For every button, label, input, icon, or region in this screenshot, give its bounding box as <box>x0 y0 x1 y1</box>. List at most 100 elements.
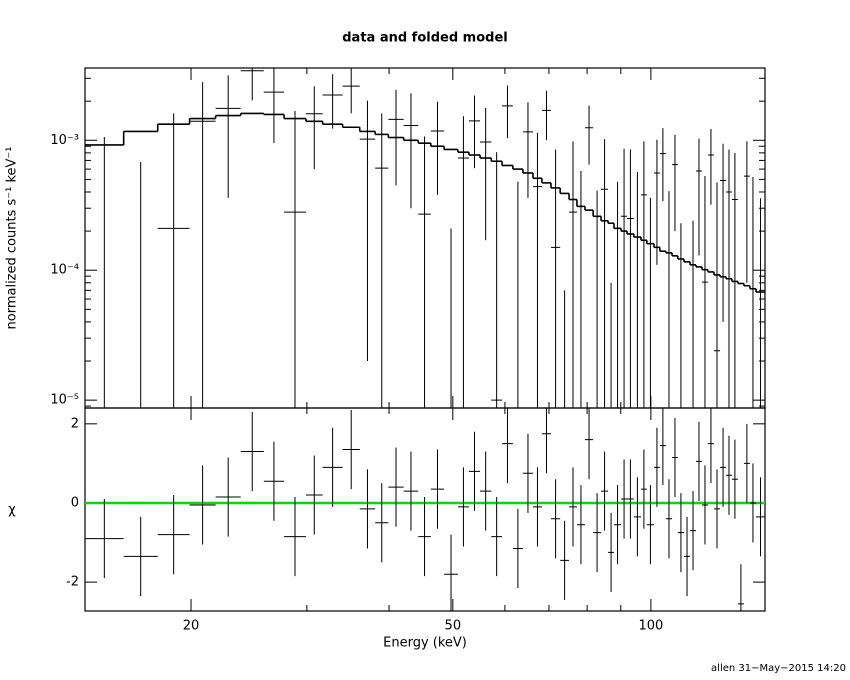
residual-point <box>189 465 216 545</box>
residual-point <box>430 449 445 529</box>
residual-point <box>240 411 264 492</box>
residual-point <box>85 499 124 579</box>
y-axis-label: normalized counts s⁻¹ keV⁻¹ <box>5 147 20 330</box>
residual-point <box>608 512 615 593</box>
y-tick-label: 2 <box>71 416 79 431</box>
residual-point <box>584 408 594 480</box>
residual-point <box>672 417 678 498</box>
residual-point <box>690 491 696 571</box>
residual-point <box>677 493 685 573</box>
data-point <box>601 139 609 408</box>
residual-point <box>684 516 691 596</box>
data-point <box>322 74 343 129</box>
y-tick-label: 10⁻⁵ <box>50 393 79 408</box>
residual-point <box>665 479 673 559</box>
data-point <box>640 141 647 408</box>
x-tick-label: 20 <box>183 619 200 634</box>
residual-point <box>627 459 634 539</box>
data-point <box>659 128 666 202</box>
data-point <box>502 85 513 139</box>
data-point <box>240 68 264 101</box>
residual-point <box>743 423 750 503</box>
data-point <box>157 113 190 408</box>
residual-point <box>457 467 469 547</box>
residual-point <box>621 459 628 539</box>
residual-point <box>756 477 765 557</box>
residual-point <box>305 455 323 535</box>
residual-point <box>653 427 660 507</box>
data-point <box>418 136 431 408</box>
residual-point <box>560 520 570 600</box>
model-risers <box>122 113 757 292</box>
data-point <box>743 141 750 283</box>
residual-point <box>737 564 744 611</box>
residual-point <box>707 408 714 484</box>
residual-point <box>731 439 738 519</box>
residual-point <box>157 495 190 575</box>
data-point <box>653 139 660 265</box>
data-point <box>430 101 445 195</box>
data-point <box>550 149 561 408</box>
data-point <box>342 68 360 114</box>
residual-point <box>522 433 534 513</box>
residual-point <box>695 421 703 501</box>
data-point <box>305 86 323 170</box>
data-point <box>672 134 678 232</box>
data-point <box>720 143 727 322</box>
x-tick-label: 100 <box>638 619 663 634</box>
y-tick-label: 10⁻³ <box>50 133 79 148</box>
residual-point <box>614 485 622 565</box>
residual-point <box>388 447 404 527</box>
data-point <box>284 111 306 408</box>
residual-point <box>749 463 757 543</box>
data-point <box>533 132 542 408</box>
data-point <box>541 90 551 141</box>
residual-point <box>633 477 641 557</box>
data-point <box>713 182 721 408</box>
y-axis-label: χ <box>8 503 16 518</box>
y-tick-label: 10⁻⁴ <box>50 263 79 278</box>
residual-point <box>720 427 727 507</box>
data-point <box>726 149 732 408</box>
residual-point <box>541 408 551 474</box>
residual-point <box>569 467 577 547</box>
residual-point <box>713 469 721 549</box>
data-point <box>731 152 738 408</box>
residual-point <box>533 467 542 547</box>
residual-point <box>502 408 513 484</box>
residual-point <box>215 457 241 537</box>
residual-point <box>550 479 561 559</box>
residual-point <box>576 485 585 565</box>
x-axis-label: Energy (keV) <box>383 636 467 651</box>
data-point <box>263 68 285 144</box>
residual-point <box>659 408 666 486</box>
data-point <box>403 93 419 209</box>
data-point <box>468 95 481 169</box>
residual-point <box>646 485 654 565</box>
residual-point <box>640 449 647 529</box>
y-tick-label: 0 <box>71 495 79 510</box>
residual-point <box>512 508 523 589</box>
data-point <box>388 89 404 186</box>
data-point <box>621 148 628 408</box>
residual-point <box>263 441 285 521</box>
residual-point <box>418 497 431 577</box>
data-point <box>749 176 757 408</box>
residual-point <box>468 431 481 511</box>
data-point <box>707 129 714 205</box>
residual-point <box>480 451 492 531</box>
residual-point <box>491 497 503 577</box>
data-point <box>480 108 492 241</box>
residual-point <box>359 469 376 549</box>
residual-point <box>322 427 343 507</box>
y-tick-label: -2 <box>66 575 79 590</box>
data-point <box>584 105 594 165</box>
data-point <box>189 82 216 408</box>
data-point <box>375 113 389 408</box>
data-point <box>491 152 503 408</box>
data-point <box>627 149 634 408</box>
residual-point <box>375 483 389 563</box>
footer: allen 31−May−2015 14:20 <box>711 663 846 674</box>
residual-point <box>284 497 306 577</box>
